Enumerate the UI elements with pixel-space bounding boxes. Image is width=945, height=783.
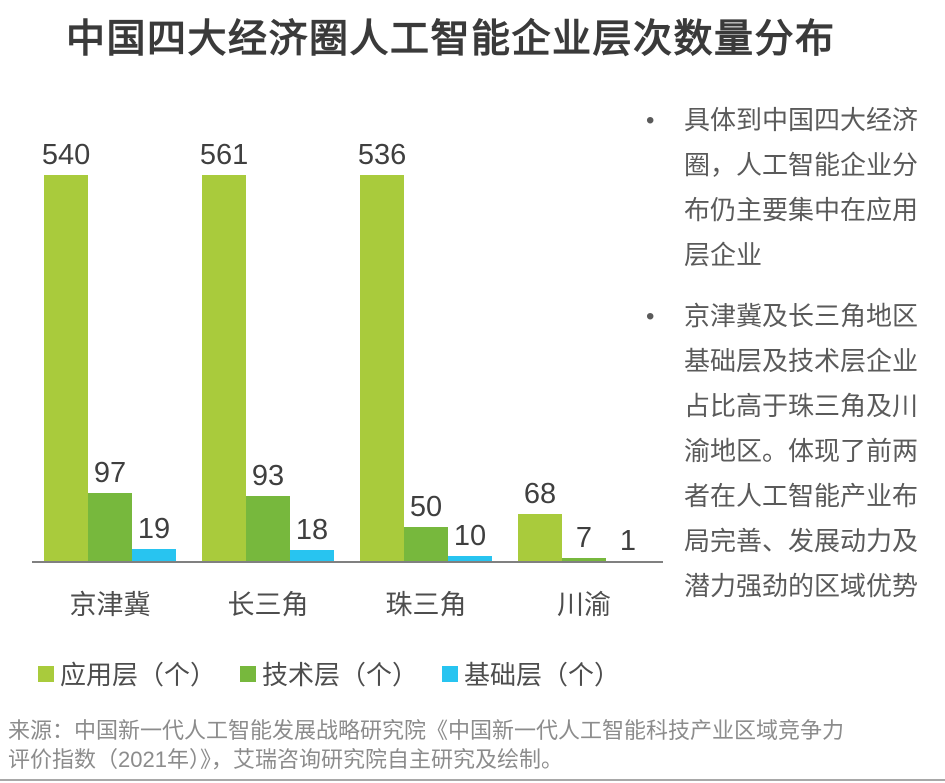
bar-group: 68 7 1 [518, 140, 650, 563]
bar-value-label: 50 [409, 491, 443, 523]
bar [562, 558, 606, 563]
bar-group: 561 93 18 [199, 139, 334, 563]
x-axis-label: 长三角 [227, 590, 309, 620]
bar-column: 7 [562, 140, 606, 563]
bar-column: 50 [404, 140, 448, 563]
bar-column: 18 [290, 140, 334, 563]
bar-group: 536 50 10 [357, 139, 492, 563]
legend-label: 技术层（个） [262, 660, 419, 690]
chart-title: 中国四大经济圈人工智能企业层次数量分布 [66, 18, 836, 61]
bar [246, 496, 290, 563]
bar [290, 550, 334, 563]
bar-column: 536 [357, 139, 407, 563]
bar [202, 175, 246, 563]
bar-value-label: 18 [295, 514, 329, 546]
bar [132, 549, 176, 563]
legend-swatch-icon [442, 665, 459, 682]
x-axis-label: 京津冀 [69, 590, 151, 620]
chart-legend: 应用层（个） 技术层（个） 基础层（个） [38, 655, 620, 692]
bar [360, 175, 404, 563]
insight-text: 具体到中国四大经济 圈，人工智能企业分 布仍主要集中在应用 层企业 [684, 105, 919, 270]
legend-swatch-icon [38, 665, 54, 682]
bar-value-label: 7 [575, 522, 593, 554]
bar [448, 556, 492, 563]
chart-plot-area: 540 97 19 561 93 18 536 50 10 68 7 1 [32, 140, 663, 563]
bar-column: 93 [246, 140, 290, 563]
bar-column: 540 [41, 139, 91, 563]
bar-value-label: 1 [619, 525, 637, 557]
bullet-icon: • [646, 107, 655, 134]
insight-item: • 京津冀及长三角地区 基础层及技术层企业 占比高于珠三角及川 渝地区。体现了前… [646, 294, 938, 609]
legend-item: 基础层（个） [442, 655, 620, 692]
legend-swatch-icon [240, 665, 257, 682]
bar-value-label: 93 [251, 460, 285, 492]
x-axis-line [32, 561, 663, 563]
bar-column: 19 [132, 140, 176, 563]
legend-item: 技术层（个） [240, 655, 418, 692]
bar-column: 561 [199, 139, 249, 563]
bar-value-label: 10 [453, 520, 487, 552]
bar-value-label: 97 [93, 457, 127, 489]
bullet-icon: • [646, 303, 655, 330]
bar-value-label: 19 [137, 513, 171, 545]
insight-text: 京津冀及长三角地区 基础层及技术层企业 占比高于珠三角及川 渝地区。体现了前两 … [684, 301, 919, 601]
bar-value-label: 561 [199, 139, 249, 171]
insight-item: • 具体到中国四大经济 圈，人工智能企业分 布仍主要集中在应用 层企业 [646, 98, 938, 278]
bar-value-label: 540 [41, 139, 91, 171]
bar [44, 175, 88, 563]
legend-label: 应用层（个） [60, 660, 217, 690]
bar [404, 527, 448, 563]
bar-column: 10 [448, 140, 492, 563]
bar-group: 540 97 19 [41, 139, 176, 563]
bottom-divider [0, 779, 945, 781]
bar-value-label: 68 [523, 478, 557, 510]
bar-column: 1 [606, 140, 650, 563]
x-axis-label: 珠三角 [385, 590, 467, 620]
bar [88, 493, 132, 563]
legend-item: 应用层（个） [38, 655, 216, 692]
bar [518, 514, 562, 563]
bar-value-label: 536 [357, 139, 407, 171]
bar-column: 97 [88, 140, 132, 563]
source-note: 来源：中国新一代人工智能发展战略研究院《中国新一代人工智能科技产业区域竞争力 评… [8, 718, 845, 772]
x-axis-labels: 京津冀 长三角 珠三角 川渝 [32, 583, 663, 622]
insights-panel: • 具体到中国四大经济 圈，人工智能企业分 布仍主要集中在应用 层企业 • 京津… [646, 98, 938, 625]
legend-label: 基础层（个） [464, 660, 621, 690]
bar-column: 68 [518, 140, 562, 563]
x-axis-label: 川渝 [557, 590, 611, 620]
